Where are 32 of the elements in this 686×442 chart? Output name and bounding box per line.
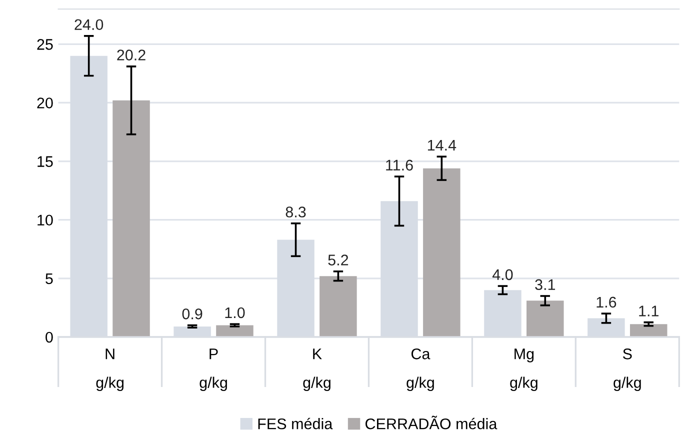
data-label: 5.2 <box>328 254 348 266</box>
bar <box>216 325 254 337</box>
bar <box>112 100 150 337</box>
data-label: 8.3 <box>286 206 306 218</box>
bar <box>630 324 668 337</box>
data-label: 14.4 <box>428 140 456 150</box>
x-tick-label: Mg g/kg <box>510 348 538 391</box>
x-tick-label: P g/kg <box>200 348 227 391</box>
data-label: 0.9 <box>182 308 202 320</box>
data-label: 24.0 <box>74 19 104 30</box>
x-tick-label: Ca g/kg <box>406 348 434 391</box>
data-label: 1.0 <box>225 307 245 318</box>
x-tick-label: N g/kg <box>96 348 124 391</box>
y-tick-label: 5 <box>46 273 53 284</box>
legend-label: CERRADÃO média <box>366 416 498 430</box>
data-label: 1.1 <box>639 306 658 316</box>
bar <box>526 300 564 337</box>
data-label: 11.6 <box>386 160 413 171</box>
y-tick-label: 0 <box>46 332 53 343</box>
x-tick-label: K g/kg <box>303 348 330 391</box>
y-tick-label: 20 <box>37 98 53 108</box>
y-tick-label: 10 <box>38 214 53 226</box>
y-tick-label: 25 <box>37 39 53 50</box>
data-label: 20.2 <box>117 50 146 60</box>
data-label: 3.1 <box>535 279 556 290</box>
data-label: 1.6 <box>596 296 616 308</box>
legend-label: FES média <box>258 418 333 430</box>
data-label: 4.0 <box>492 269 513 280</box>
x-tick-label: S g/kg <box>614 348 641 391</box>
bar <box>423 168 460 337</box>
y-tick-label: 15 <box>38 156 53 167</box>
bar <box>320 276 357 337</box>
